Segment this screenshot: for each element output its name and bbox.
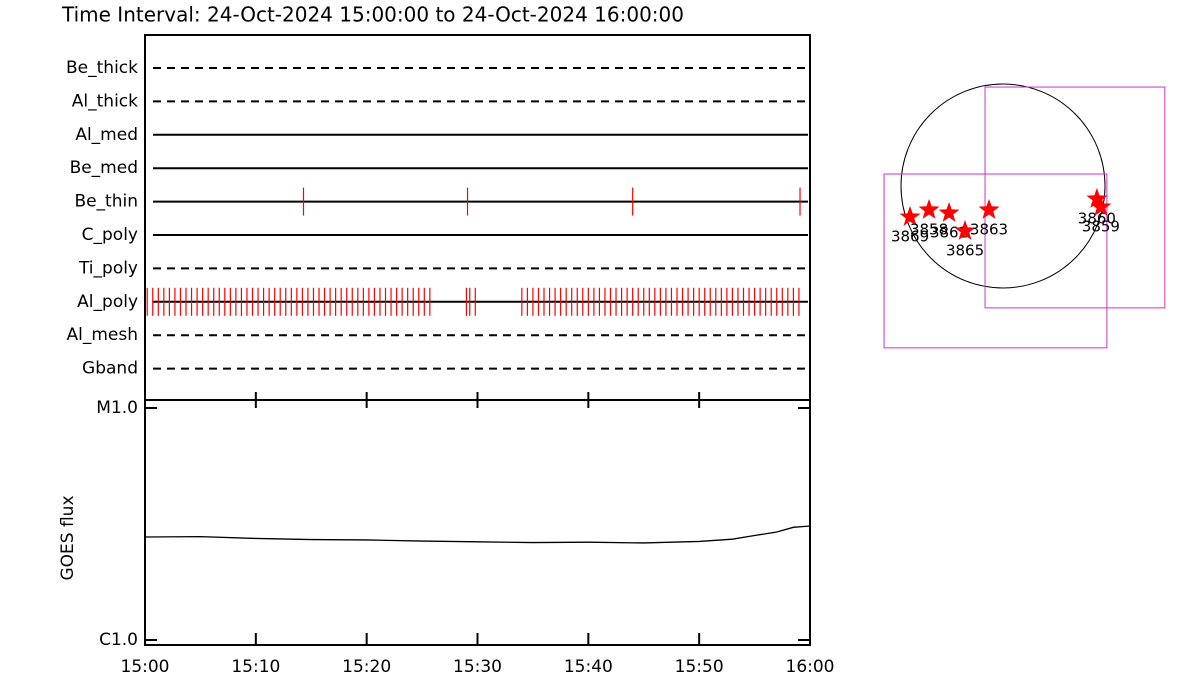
region-label: 3859 — [1082, 218, 1120, 236]
chart-title: Time Interval: 24-Oct-2024 15:00:00 to 2… — [61, 3, 684, 27]
row-label: Al_med — [75, 125, 138, 145]
x-tick-label: 15:20 — [342, 657, 391, 677]
row-label: Ti_poly — [78, 258, 138, 278]
region-star — [938, 202, 960, 222]
region-star — [899, 206, 921, 226]
x-tick-label: 15:50 — [675, 657, 724, 677]
solar-limb — [900, 83, 1106, 289]
region-star — [954, 220, 976, 240]
x-tick-label: 16:00 — [786, 657, 835, 677]
y-axis-label: GOES flux — [58, 495, 78, 580]
row-label: C_poly — [82, 225, 138, 245]
x-tick-label: 15:00 — [121, 657, 170, 677]
row-label: Be_thin — [74, 192, 138, 212]
row-label: Gband — [82, 359, 138, 379]
x-tick-label: 15:30 — [453, 657, 502, 677]
plot-frame — [144, 34, 811, 646]
region-star — [918, 199, 940, 219]
goes-curve — [144, 525, 811, 544]
region-star — [1086, 188, 1108, 208]
x-tick-label: 15:10 — [231, 657, 280, 677]
row-label: Al_poly — [77, 292, 138, 312]
y-tick-label: M1.0 — [96, 398, 138, 418]
row-label: Be_med — [70, 158, 138, 178]
region-label: 3858 — [910, 220, 948, 238]
row-label: Al_mesh — [66, 325, 138, 345]
y-tick-label: C1.0 — [99, 630, 138, 650]
region-label: 3863 — [970, 220, 1008, 238]
fov-box — [984, 86, 1166, 309]
row-label: Be_thick — [66, 58, 138, 78]
region-star — [978, 199, 1000, 219]
fov-box — [883, 173, 1108, 349]
x-tick-label: 15:40 — [564, 657, 613, 677]
region-label: 3865 — [946, 242, 984, 260]
row-label: Al_thick — [72, 91, 138, 111]
region-label: 3869 — [891, 228, 929, 246]
region-star — [1090, 196, 1112, 216]
